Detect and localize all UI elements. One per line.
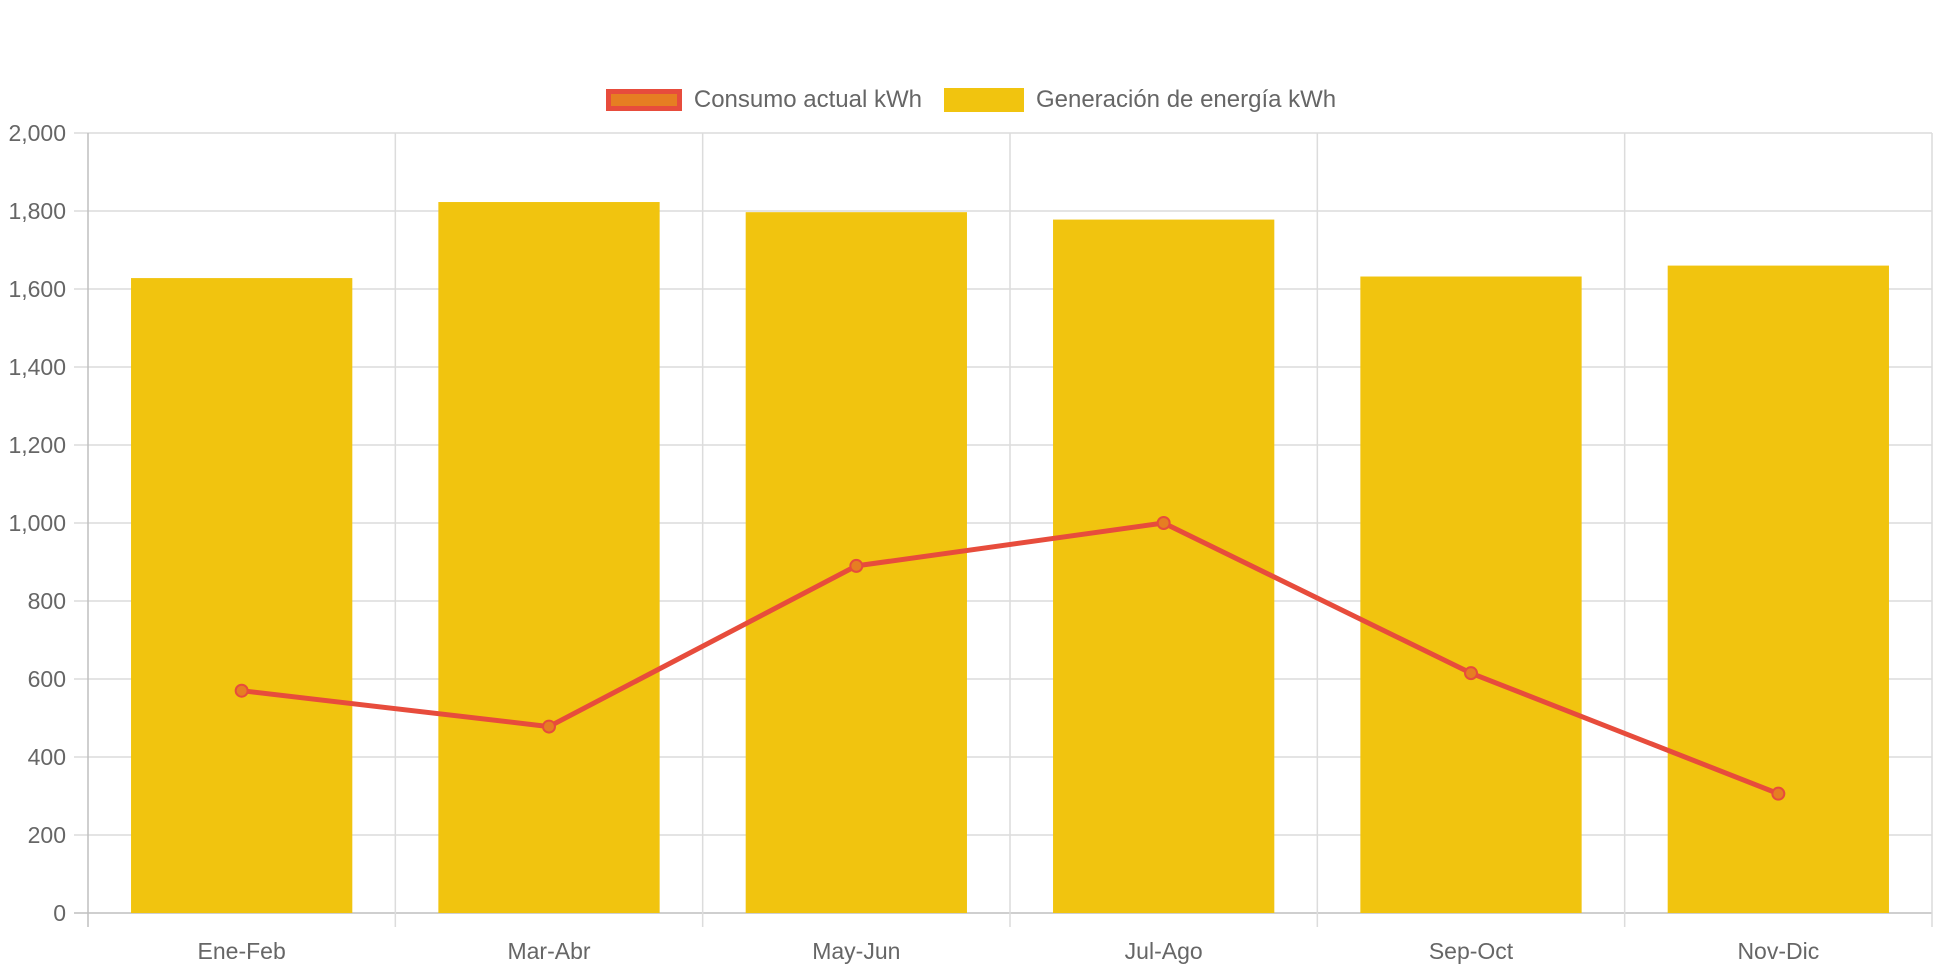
y-tick-label: 200	[28, 822, 66, 848]
y-tick-label: 2,000	[8, 120, 66, 146]
legend-swatch-generacion	[943, 88, 1024, 112]
y-tick-label: 1,000	[8, 510, 66, 536]
point-consumo	[1771, 786, 1786, 801]
x-tick-label: Ene-Feb	[198, 938, 286, 964]
bar-generacion	[1053, 219, 1275, 913]
point-consumo	[1464, 666, 1478, 681]
bar-generacion	[438, 202, 660, 913]
chart-legend: Consumo actual kWh Generación de energía…	[0, 86, 1942, 114]
y-tick-label: 1,600	[8, 276, 66, 302]
point-consumo	[234, 683, 249, 698]
line-consumo	[241, 520, 1780, 796]
legend-item-consumo[interactable]: Consumo actual kWh	[605, 86, 922, 114]
x-tick-label: May-Jun	[812, 938, 900, 964]
legend-label-generacion: Generación de energía kWh	[1035, 86, 1337, 113]
point-consumo	[1156, 516, 1171, 530]
y-tick-label: 600	[28, 666, 66, 692]
y-tick-label: 400	[28, 744, 66, 770]
y-tick-label: 1,400	[8, 354, 66, 380]
x-tick-label: Nov-Dic	[1737, 938, 1819, 964]
legend-item-generacion[interactable]: Generación de energía kWh	[943, 86, 1337, 114]
y-tick-label: 0	[53, 900, 66, 926]
bar-generacion	[131, 278, 353, 914]
legend-label-consumo: Consumo actual kWh	[693, 86, 922, 113]
point-consumo	[542, 719, 556, 734]
x-tick-label: Jul-Ago	[1125, 938, 1203, 964]
x-tick-label: Mar-Abr	[507, 938, 590, 964]
y-tick-label: 1,200	[8, 432, 66, 458]
x-tick-label: Sep-Oct	[1429, 938, 1514, 964]
y-tick-label: 1,800	[8, 198, 66, 224]
point-consumo	[849, 558, 864, 573]
y-tick-label: 800	[28, 588, 66, 614]
legend-swatch-consumo	[605, 89, 682, 111]
bar-generacion	[1360, 276, 1582, 913]
bar-generacion	[1667, 265, 1889, 914]
